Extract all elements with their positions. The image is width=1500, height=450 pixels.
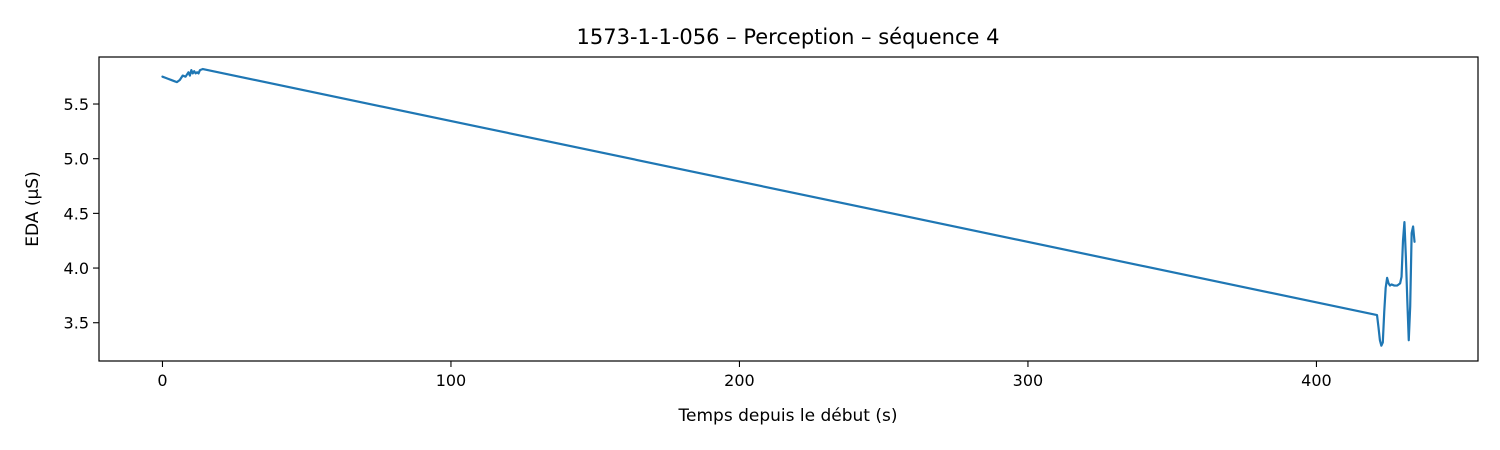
y-tick-label: 5.5 bbox=[64, 95, 89, 114]
series-line-0 bbox=[161, 67, 1416, 347]
x-tick-label: 200 bbox=[724, 371, 755, 390]
x-tick-label: 400 bbox=[1301, 371, 1332, 390]
x-tick-label: 100 bbox=[436, 371, 467, 390]
y-tick-label: 3.5 bbox=[64, 314, 89, 333]
plot-frame bbox=[98, 56, 1479, 362]
x-tick-label: 300 bbox=[1013, 371, 1044, 390]
y-axis: 3.5 4.0 4.5 5.0 5.5 bbox=[64, 95, 99, 333]
y-tick-label: 5.0 bbox=[64, 150, 89, 169]
y-tick-label: 4.5 bbox=[64, 204, 89, 223]
x-tick-label: 0 bbox=[157, 371, 167, 390]
plot-area bbox=[161, 67, 1416, 347]
chart-title: 1573-1-1-056 – Perception – séquence 4 bbox=[577, 25, 1000, 49]
x-axis: 0 100 200 300 400 bbox=[157, 361, 1332, 390]
x-axis-label: Temps depuis le début (s) bbox=[678, 406, 898, 426]
y-axis-label: EDA (µS) bbox=[23, 171, 43, 246]
y-tick-label: 4.0 bbox=[64, 259, 89, 278]
